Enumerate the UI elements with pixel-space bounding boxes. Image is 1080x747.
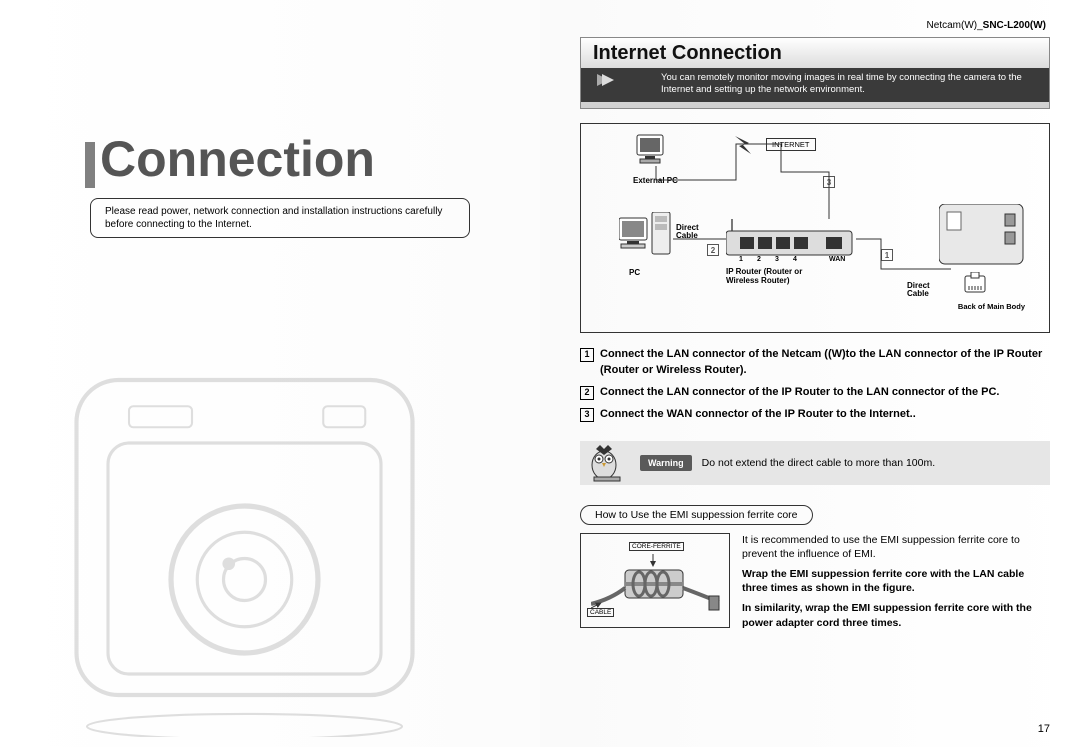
step-text: Connect the LAN connector of the IP Rout… <box>600 385 1050 401</box>
owl-warning-icon <box>584 443 630 483</box>
diagram-label-internet: INTERNET <box>766 138 816 151</box>
emi-intro: It is recommended to use the EMI suppess… <box>742 534 1020 560</box>
diagram-label-wan: WAN <box>829 256 845 263</box>
left-page: Connection Please read power, network co… <box>0 0 540 747</box>
emi-label-core: CORE-FERRITE <box>629 542 684 551</box>
diagram-marker-3: 3 <box>823 176 835 188</box>
warning-text: Do not extend the direct cable to more t… <box>702 457 935 469</box>
external-pc-icon <box>636 134 672 166</box>
diagram-label-pc: PC <box>629 268 640 277</box>
page-number: 17 <box>1038 723 1050 735</box>
emi-label-cable: CABLE <box>587 608 614 617</box>
emi-heading-pill: How to Use the EMI suppession ferrite co… <box>580 505 813 525</box>
steps-list: 1 Connect the LAN connector of the Netca… <box>580 347 1050 423</box>
step-text: Connect the LAN connector of the Netcam … <box>600 347 1050 379</box>
step-number: 3 <box>580 408 594 422</box>
camera-back-icon <box>939 204 1025 268</box>
section-subtitle: You can remotely monitor moving images i… <box>581 68 1049 102</box>
section-banner: Internet Connection You can remotely mon… <box>580 37 1050 109</box>
warning-badge: Warning <box>640 455 692 471</box>
section-title: Internet Connection <box>593 42 782 65</box>
router-icon <box>726 219 856 261</box>
diagram-label-router: IP Router (Router or Wireless Router) <box>726 268 806 286</box>
diagram-label-back: Back of Main Body <box>958 302 1025 311</box>
diagram-marker-2: 2 <box>707 244 719 256</box>
diagram-label-direct-cable-2: Direct Cable <box>907 282 937 299</box>
left-instruction-note: Please read power, network connection an… <box>90 198 470 238</box>
left-page-title: Connection <box>100 130 375 188</box>
emi-row: CORE-FERRITE CABLE It is recommended to … <box>580 533 1050 630</box>
step-row: 1 Connect the LAN connector of the Netca… <box>580 347 1050 379</box>
product-header: Netcam(W)_SNC-L200(W) <box>580 20 1050 31</box>
step-number: 1 <box>580 348 594 362</box>
diagram-marker-1: 1 <box>881 249 893 261</box>
banner-arrow-icon <box>595 70 615 90</box>
diagram-label-direct-cable: Direct Cable <box>676 224 706 241</box>
step-text: Connect the WAN connector of the IP Rout… <box>600 407 1050 423</box>
step-row: 2 Connect the LAN connector of the IP Ro… <box>580 385 1050 401</box>
title-accent-bar <box>85 142 95 188</box>
emi-bold-2: In similarity, wrap the EMI suppession f… <box>742 601 1050 629</box>
internet-spark-icon <box>731 132 761 158</box>
warning-row: Warning Do not extend the direct cable t… <box>580 441 1050 485</box>
product-prefix: Netcam(W)_ <box>927 20 983 31</box>
step-number: 2 <box>580 386 594 400</box>
emi-figure: CORE-FERRITE CABLE <box>580 533 730 628</box>
rj45-icon <box>961 272 991 298</box>
diagram-label-external-pc: External PC <box>633 176 678 185</box>
step-row: 3 Connect the WAN connector of the IP Ro… <box>580 407 1050 423</box>
emi-text-block: It is recommended to use the EMI suppess… <box>742 533 1050 630</box>
banner-title-row: Internet Connection <box>581 38 1049 68</box>
product-model: SNC-L200(W) <box>983 20 1046 31</box>
camera-watermark-icon <box>30 317 480 737</box>
connection-diagram: External PC INTERNET 1 2 3 4 WAN IP Rout… <box>580 123 1050 333</box>
pc-icon <box>619 212 673 264</box>
emi-bold-1: Wrap the EMI suppession ferrite core wit… <box>742 567 1050 595</box>
right-page: Netcam(W)_SNC-L200(W) Internet Connectio… <box>540 0 1080 747</box>
